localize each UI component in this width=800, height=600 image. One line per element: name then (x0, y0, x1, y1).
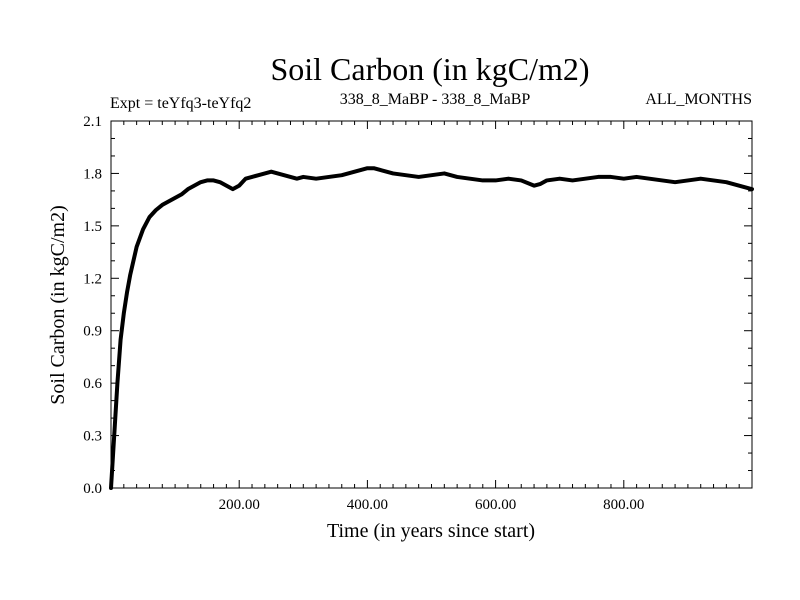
x-tick-label: 400.00 (347, 497, 388, 513)
x-tick-label: 800.00 (603, 497, 644, 513)
x-tick-labels: 200.00 400.00 600.00 800.00 (219, 497, 645, 513)
season-label: ALL_MONTHS (645, 91, 752, 108)
y-tick-label: 0.9 (83, 324, 102, 340)
y-tick-label: 1.2 (83, 271, 102, 287)
y-tick-label: 0.3 (83, 429, 102, 445)
y-axis-label: Soil Carbon (in kgC/m2) (47, 205, 69, 404)
x-tick-label: 200.00 (219, 497, 260, 513)
x-tick-label: 600.00 (475, 497, 516, 513)
y-tick-label: 2.1 (83, 114, 102, 130)
chart-title: Soil Carbon (in kgC/m2) (270, 51, 589, 87)
axis-ticks (111, 121, 752, 488)
x-axis-label: Time (in years since start) (327, 520, 535, 542)
period-label: 338_8_MaBP - 338_8_MaBP (340, 91, 531, 108)
y-tick-label: 1.8 (83, 166, 102, 182)
y-tick-label: 0.0 (83, 481, 102, 497)
soil-carbon-line (109, 166, 754, 490)
y-tick-label: 1.5 (83, 219, 102, 235)
y-tick-label: 0.6 (83, 376, 102, 392)
y-tick-labels: 0.0 0.3 0.6 0.9 1.2 1.5 1.8 2.1 (83, 114, 102, 497)
experiment-label: Expt = teYfq3-teYfq2 (110, 95, 251, 112)
